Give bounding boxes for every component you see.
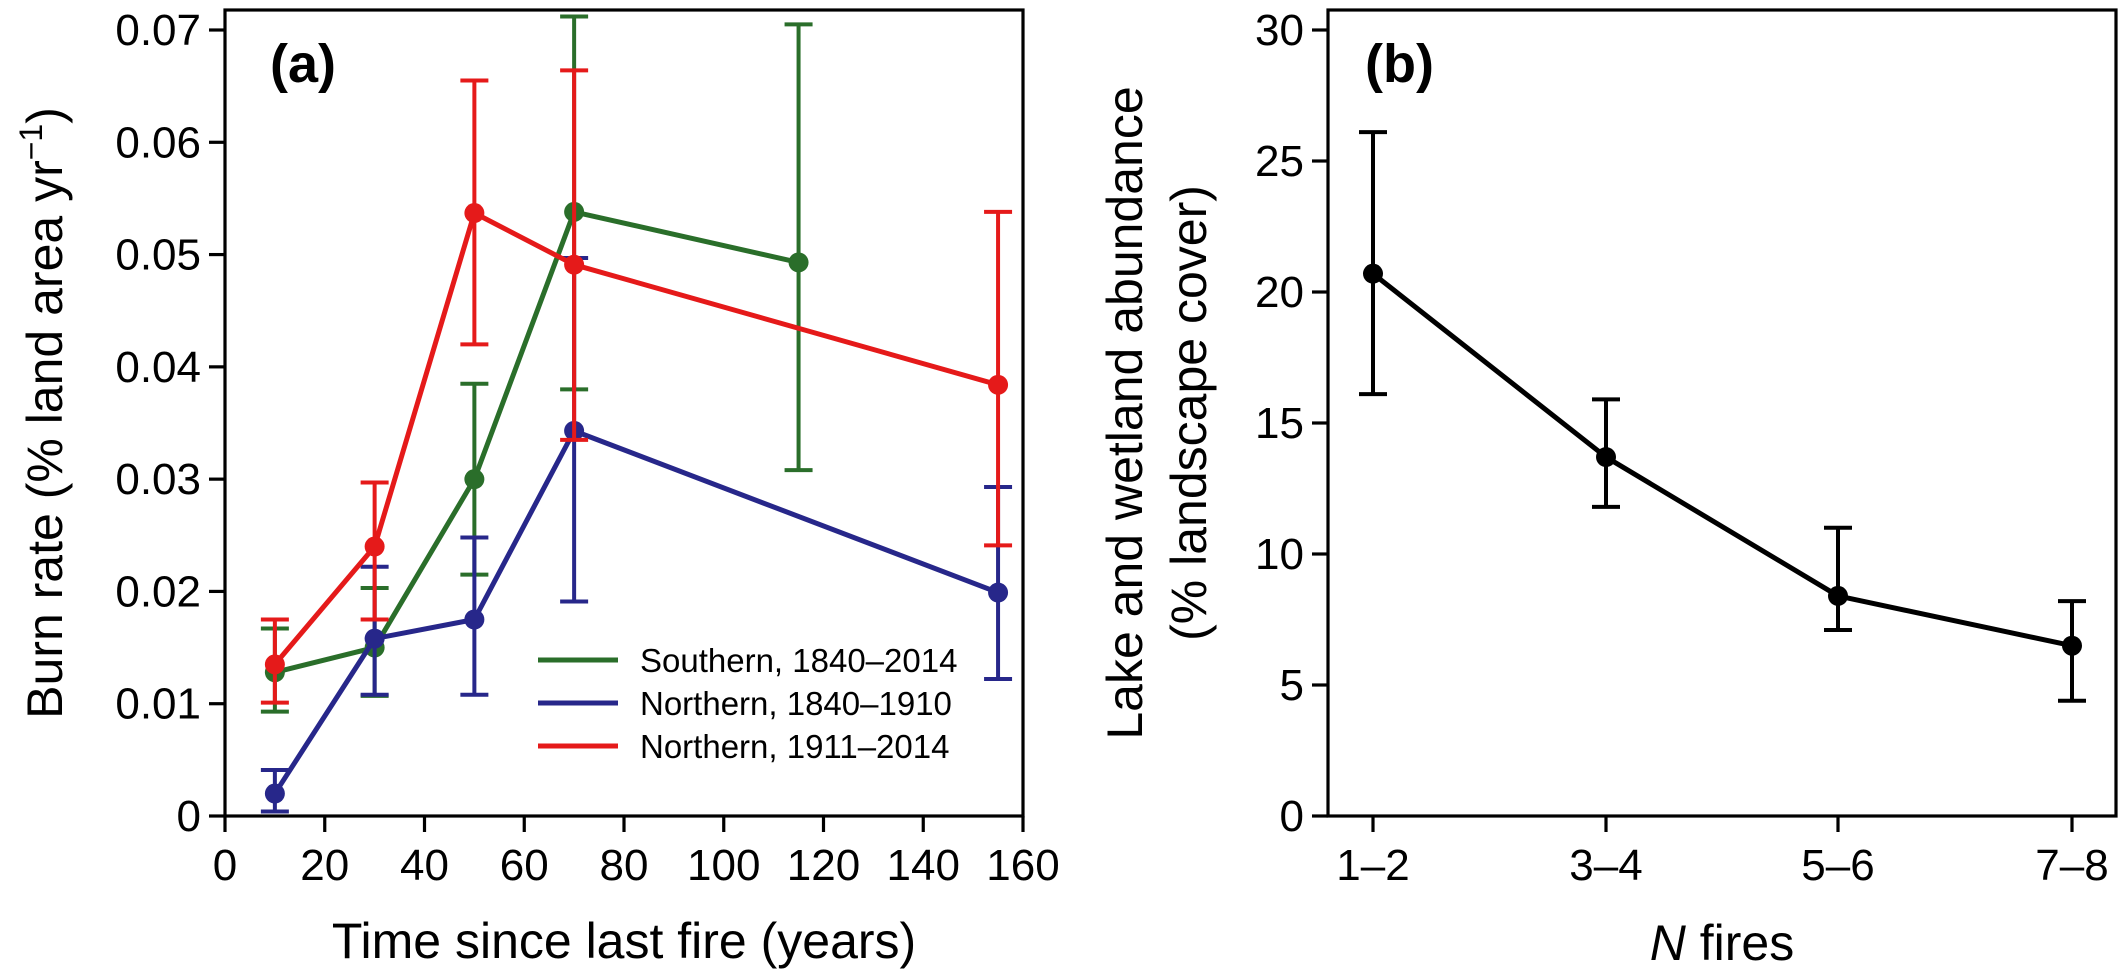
panel-b-ticks: 1–2 3–4 5–6 7–8 0 5 10 15 20 25 30	[1255, 6, 2109, 890]
panel-a-x-axis-title: Time since last fire (years)	[332, 913, 916, 969]
data-point	[464, 609, 485, 630]
data-point	[788, 252, 809, 273]
panel-b-y-tick-label: 30	[1255, 6, 1304, 55]
series-line	[274, 209, 800, 675]
series-line	[272, 210, 999, 667]
panel-b-x-tick-label: 7–8	[2035, 841, 2108, 890]
data-point	[564, 254, 585, 275]
panel-a-series	[260, 14, 1013, 814]
data-point	[264, 654, 285, 675]
series-line	[1371, 271, 2073, 649]
panel-b-label: (b)	[1365, 34, 1434, 94]
panel-a-y-tick-label: 0.06	[115, 118, 201, 167]
data-point	[1828, 585, 1848, 606]
panel-a-ticks: 0 20 40 60 80 100 120 140 160 0 0.01 0.02 0.03 0.04 0.…	[115, 6, 1059, 890]
panel-b: 1–2 3–4 5–6 7–8 0 5 10 15 20 25 30 (b) N fires Lak…	[1097, 6, 2118, 971]
panel-a-y-axis-title-superscript: −1	[13, 124, 49, 160]
panel-a-y-tick-label: 0.01	[115, 680, 201, 729]
panel-b-x-tick-label: 3–4	[1569, 841, 1642, 890]
panel-b-x-axis-title: N fires	[1650, 915, 1794, 971]
panel-a-legend: Southern, 1840–2014 Northern, 1840–1910 No…	[538, 642, 957, 765]
panel-b-y-tick-label: 5	[1280, 661, 1304, 710]
panel-b-y-tick-label: 10	[1255, 530, 1304, 579]
data-point	[1363, 263, 1383, 284]
panel-a-y-tick-label: 0.02	[115, 567, 201, 616]
data-point	[364, 536, 385, 557]
panel-b-y-tick-label: 25	[1255, 137, 1304, 186]
panel-a-x-tick-label: 20	[300, 841, 349, 890]
legend-label: Northern, 1840–1910	[640, 685, 952, 722]
panel-a-label: (a)	[270, 34, 336, 94]
panel-a-y-tick-label: 0.03	[115, 455, 201, 504]
panel-a-y-tick-label: 0.05	[115, 231, 201, 280]
panel-b-series	[1359, 130, 2086, 703]
panel-b-x-tick-label: 1–2	[1336, 841, 1409, 890]
data-point	[2062, 635, 2082, 656]
panel-b-x-tick-label: 5–6	[1801, 841, 1874, 890]
panel-b-x-axis-title-rest: fires	[1686, 915, 1794, 971]
legend-label: Northern, 1911–2014	[640, 728, 949, 765]
panel-b-y-tick-label: 15	[1255, 399, 1304, 448]
panel-a-y-tick-label: 0.04	[115, 343, 201, 392]
data-point	[464, 469, 485, 490]
panel-a-x-tick-label: 100	[687, 841, 760, 890]
panel-a-x-tick-label: 80	[600, 841, 649, 890]
panel-a-y-tick-label: 0.07	[115, 6, 201, 55]
panel-a-x-tick-label: 40	[400, 841, 449, 890]
panel-a-y-tick-label: 0	[177, 792, 201, 841]
panel-a-y-axis-title: Burn rate (% land area yr−1)	[13, 107, 73, 719]
panel-b-y-axis-title-line2: (% landscape cover)	[1161, 185, 1217, 641]
data-point	[988, 374, 1009, 395]
panel-a-x-tick-label: 160	[986, 841, 1059, 890]
panel-b-x-axis-title-italic: N	[1650, 915, 1687, 971]
panel-a-series-0	[260, 14, 813, 714]
data-point	[464, 203, 485, 224]
panel-b-series-0	[1359, 130, 2086, 703]
panel-a-series-2	[260, 68, 1013, 705]
panel-b-y-axis-title-line1: Lake and wetland abundance	[1097, 86, 1153, 739]
legend-label: Southern, 1840–2014	[640, 642, 957, 679]
data-point	[364, 628, 385, 649]
data-point	[1596, 447, 1616, 468]
data-point	[988, 582, 1009, 603]
data-point	[264, 783, 285, 804]
panel-b-y-tick-label: 0	[1280, 792, 1304, 841]
panel-a: 0 20 40 60 80 100 120 140 160 0 0.01 0.02 0.03 0.04 0.…	[13, 6, 1060, 969]
panel-b-frame	[1326, 8, 2118, 818]
panel-a-y-axis-title-main: Burn rate (% land area yr	[17, 160, 73, 719]
panel-a-y-axis-title-close: )	[17, 107, 73, 124]
panel-a-x-tick-label: 120	[787, 841, 860, 890]
panel-b-y-tick-label: 20	[1255, 268, 1304, 317]
panel-a-x-tick-label: 60	[500, 841, 549, 890]
panel-a-x-tick-label: 0	[213, 841, 237, 890]
panel-a-x-tick-label: 140	[887, 841, 960, 890]
